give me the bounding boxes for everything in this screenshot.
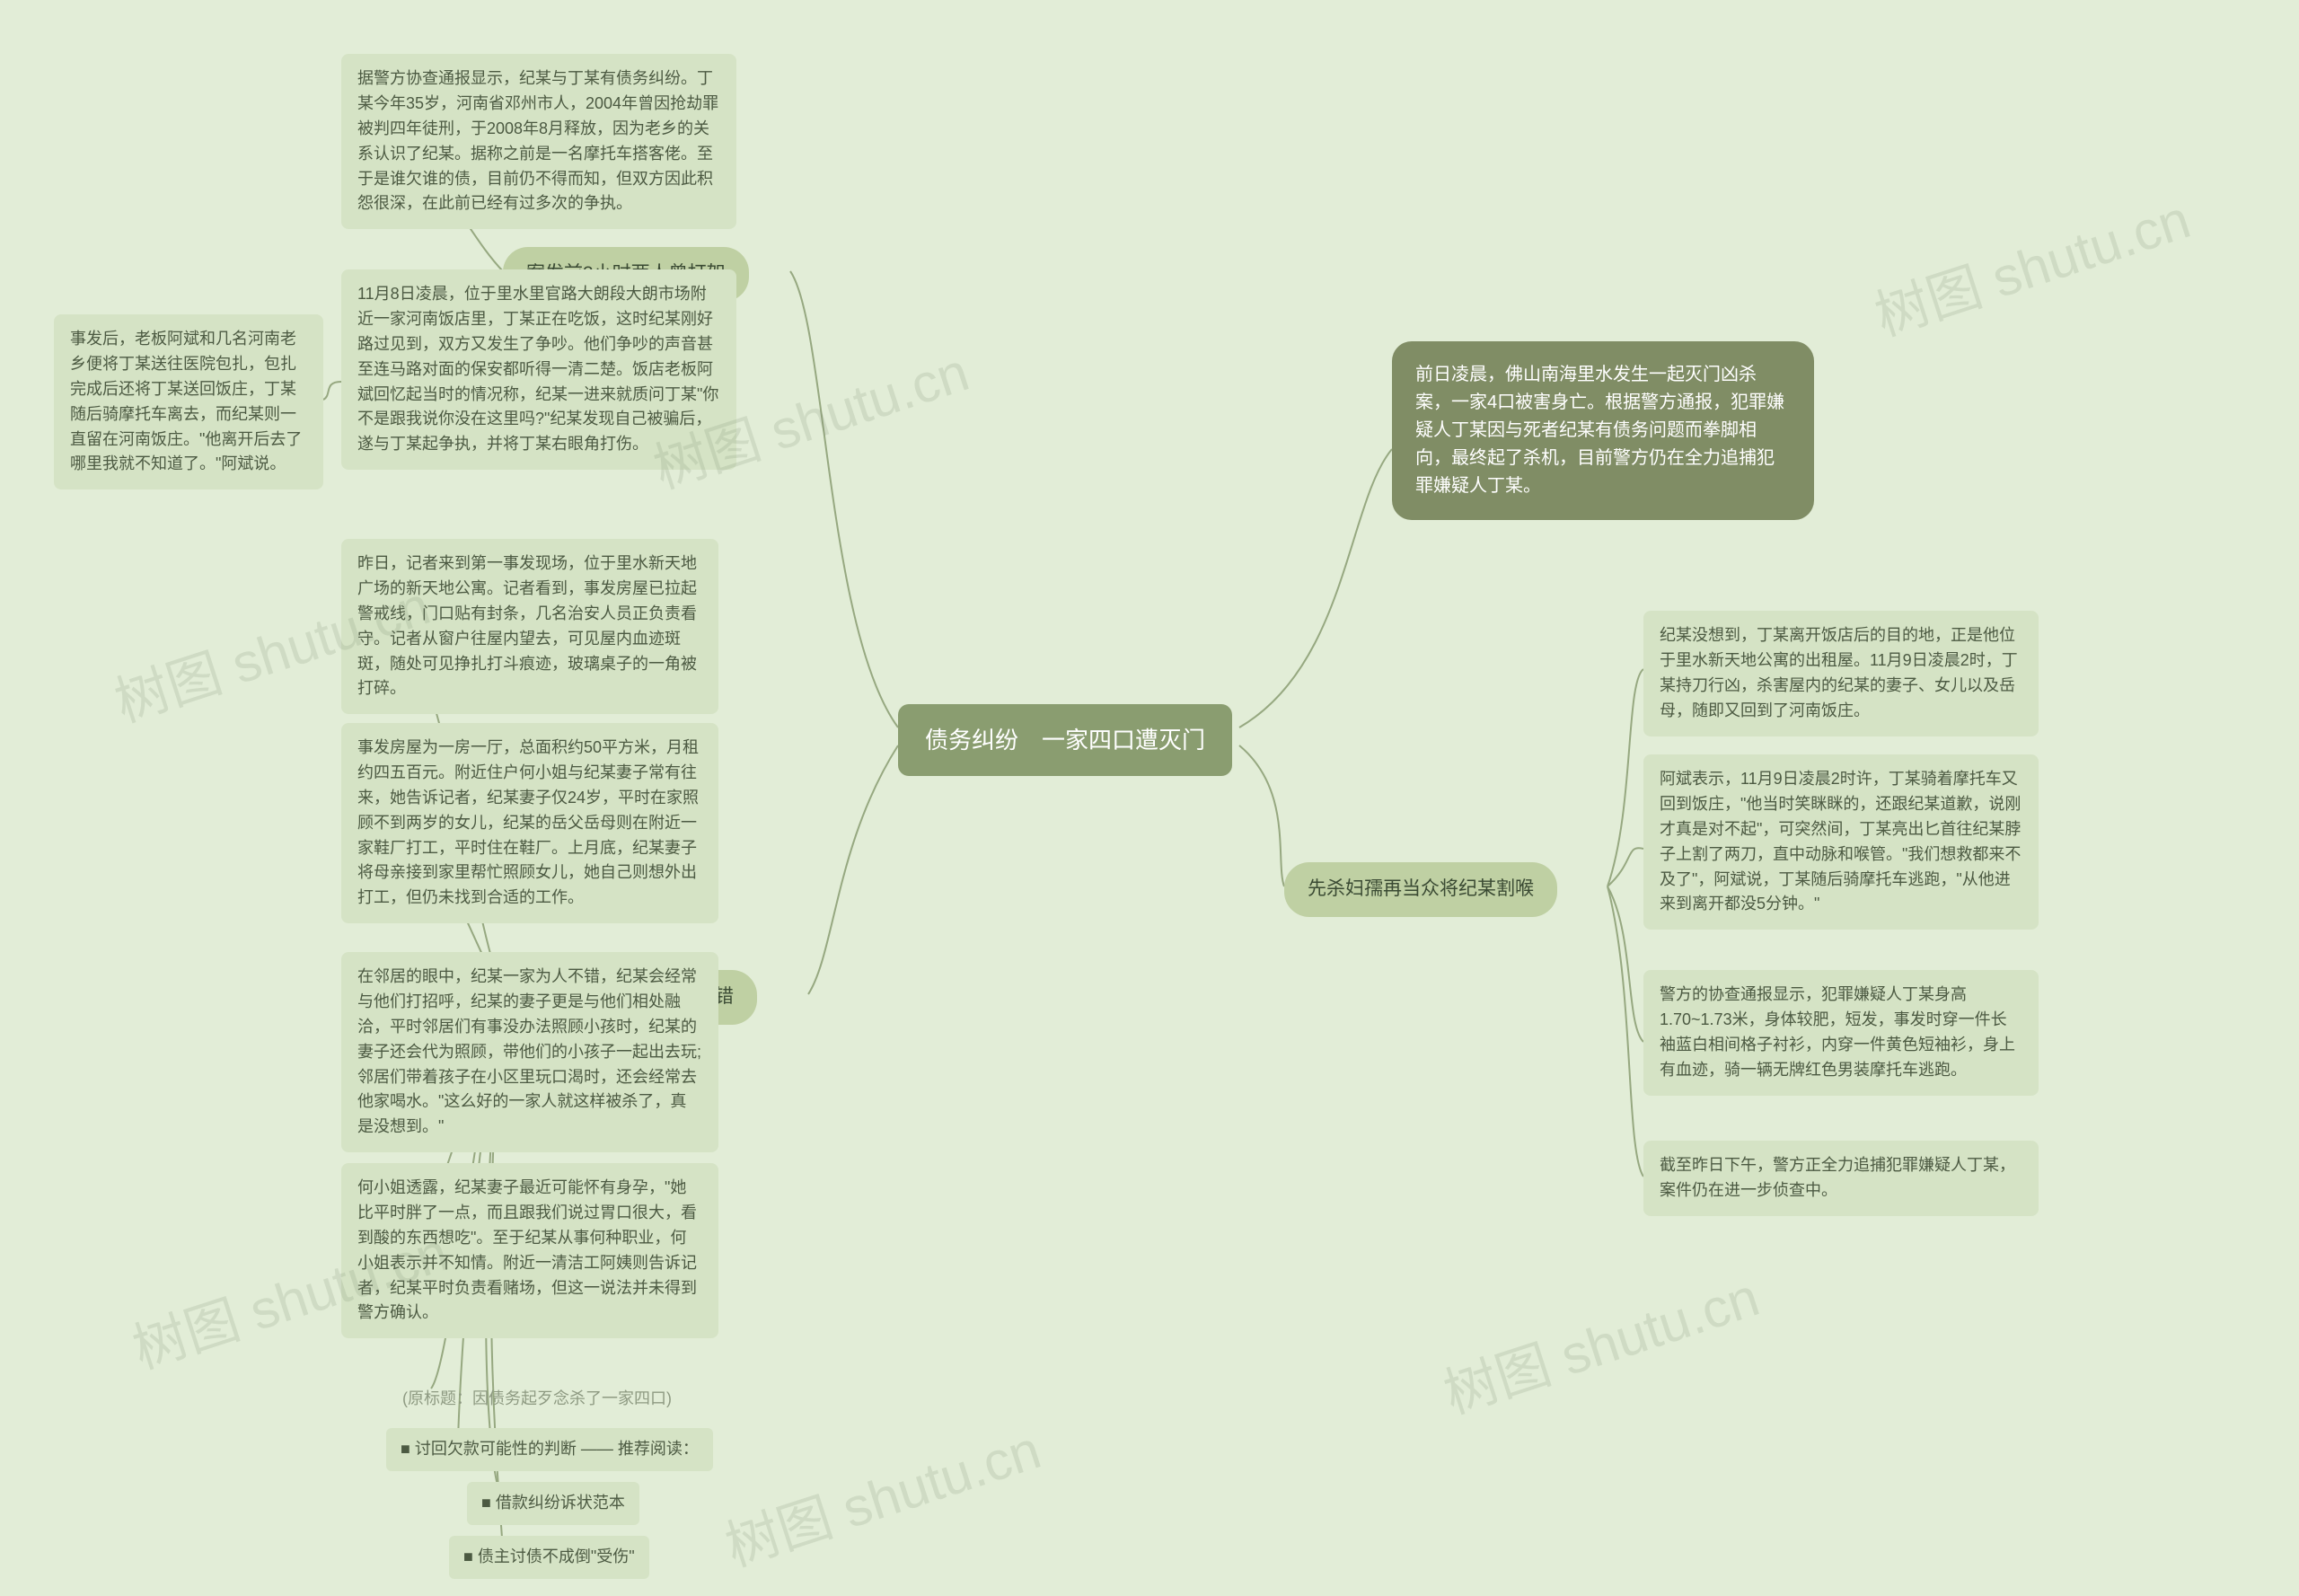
leaf-b3-1[interactable]: 阿斌表示，11月9日凌晨2时许，丁某骑着摩托车又回到饭庄，"他当时笑眯眯的，还跟… [1643, 754, 2039, 930]
leaf-text: 纪某没想到，丁某离开饭店后的目的地，正是他位于里水新天地公寓的出租屋。11月9日… [1660, 626, 2018, 719]
branch-b3-label: 先杀妇孺再当众将纪某割喉 [1308, 878, 1534, 899]
leaf-b2-4: (原标题：因债务起歹念杀了一家四口) [386, 1374, 688, 1424]
watermark: 树图 shutu.cn [1432, 1254, 1767, 1429]
leaf-text: ■ 债主讨债不成倒"受伤" [463, 1548, 635, 1565]
leaf-text: 据警方协查通报显示，纪某与丁某有债务纠纷。丁某今年35岁，河南省邓州市人，200… [357, 69, 718, 212]
watermark: 树图 shutu.cn [1863, 176, 2198, 351]
leaf-text: ■ 讨回欠款可能性的判断 —— 推荐阅读： [401, 1440, 699, 1458]
leaf-b3-2[interactable]: 警方的协查通报显示，犯罪嫌疑人丁某身高1.70~1.73米，身体较肥，短发，事发… [1643, 970, 2039, 1096]
leaf-text: 阿斌表示，11月9日凌晨2时许，丁某骑着摩托车又回到饭庄，"他当时笑眯眯的，还跟… [1660, 770, 2021, 913]
leaf-b2-6[interactable]: ■ 借款纠纷诉状范本 [467, 1482, 639, 1525]
leaf-b2-3[interactable]: 何小姐透露，纪某妻子最近可能怀有身孕，"她比平时胖了一点，而且跟我们说过胃口很大… [341, 1163, 718, 1338]
center-label: 债务纠纷 一家四口遭灭门 [925, 727, 1205, 754]
watermark: 树图 shutu.cn [714, 1406, 1049, 1582]
leaf-b1-1-sub[interactable]: 事发后，老板阿斌和几名河南老乡便将丁某送往医院包扎，包扎完成后还将丁某送回饭庄，… [54, 314, 323, 489]
branch-b3[interactable]: 先杀妇孺再当众将纪某割喉 [1284, 862, 1557, 917]
leaf-text: 事发房屋为一房一厅，总面积约50平方米，月租约四五百元。附近住户何小姐与纪某妻子… [357, 738, 699, 906]
leaf-text: 警方的协查通报显示，犯罪嫌疑人丁某身高1.70~1.73米，身体较肥，短发，事发… [1660, 985, 2015, 1079]
leaf-text: 在邻居的眼中，纪某一家为人不错，纪某会经常与他们打招呼，纪某的妻子更是与他们相处… [357, 967, 701, 1135]
leaf-b3-3[interactable]: 截至昨日下午，警方正全力追捕犯罪嫌疑人丁某，案件仍在进一步侦查中。 [1643, 1141, 2039, 1216]
leaf-text: ■ 借款纠纷诉状范本 [481, 1494, 625, 1512]
leaf-b2-7[interactable]: ■ 债主讨债不成倒"受伤" [449, 1536, 649, 1579]
leaf-b1-1[interactable]: 11月8日凌晨，位于里水里官路大朗段大朗市场附近一家河南饭店里，丁某正在吃饭，这… [341, 269, 736, 470]
leaf-text: (原标题：因债务起歹念杀了一家四口) [402, 1389, 672, 1407]
leaf-text: 截至昨日下午，警方正全力追捕犯罪嫌疑人丁某，案件仍在进一步侦查中。 [1660, 1156, 2015, 1199]
leaf-b2-0[interactable]: 昨日，记者来到第一事发现场，位于里水新天地广场的新天地公寓。记者看到，事发房屋已… [341, 539, 718, 714]
leaf-text: 事发后，老板阿斌和几名河南老乡便将丁某送往医院包扎，包扎完成后还将丁某送回饭庄，… [70, 330, 302, 472]
leaf-text: 昨日，记者来到第一事发现场，位于里水新天地广场的新天地公寓。记者看到，事发房屋已… [357, 554, 697, 697]
leaf-text: 11月8日凌晨，位于里水里官路大朗段大朗市场附近一家河南饭店里，丁某正在吃饭，这… [357, 285, 718, 453]
leaf-b2-2[interactable]: 在邻居的眼中，纪某一家为人不错，纪某会经常与他们打招呼，纪某的妻子更是与他们相处… [341, 952, 718, 1152]
leaf-text: 何小姐透露，纪某妻子最近可能怀有身孕，"她比平时胖了一点，而且跟我们说过胃口很大… [357, 1178, 697, 1321]
leaf-b1-0[interactable]: 据警方协查通报显示，纪某与丁某有债务纠纷。丁某今年35岁，河南省邓州市人，200… [341, 54, 736, 229]
summary-node[interactable]: 前日凌晨，佛山南海里水发生一起灭门凶杀案，一家4口被害身亡。根据警方通报，犯罪嫌… [1392, 341, 1814, 520]
leaf-b2-1[interactable]: 事发房屋为一房一厅，总面积约50平方米，月租约四五百元。附近住户何小姐与纪某妻子… [341, 723, 718, 923]
leaf-b2-5[interactable]: ■ 讨回欠款可能性的判断 —— 推荐阅读： [386, 1428, 713, 1471]
summary-text: 前日凌晨，佛山南海里水发生一起灭门凶杀案，一家4口被害身亡。根据警方通报，犯罪嫌… [1415, 365, 1784, 496]
center-node[interactable]: 债务纠纷 一家四口遭灭门 [898, 704, 1232, 776]
leaf-b3-0[interactable]: 纪某没想到，丁某离开饭店后的目的地，正是他位于里水新天地公寓的出租屋。11月9日… [1643, 611, 2039, 736]
